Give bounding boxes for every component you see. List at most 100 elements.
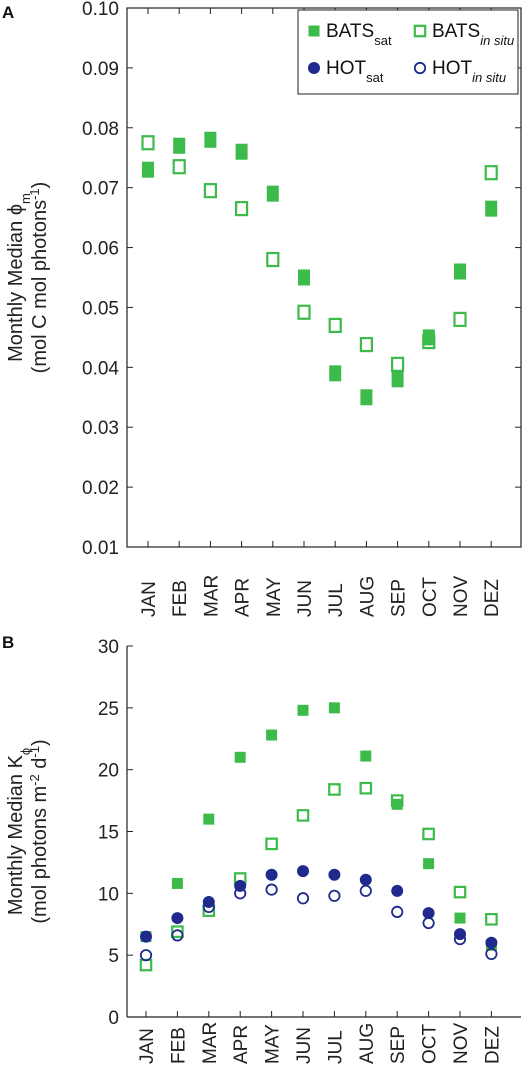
data-point-bats-sat — [234, 751, 246, 763]
data-point-hot-insitu — [139, 949, 153, 962]
data-point-bats-insitu — [296, 809, 310, 822]
y-tick-label: 0.03 — [82, 418, 119, 439]
x-tick-label: JUL — [326, 583, 347, 617]
data-point-bats-insitu — [141, 135, 155, 151]
x-tick-label: NOV — [451, 576, 472, 618]
legend-marker-hot — [413, 61, 427, 75]
y-tick-label: 0.04 — [82, 358, 119, 379]
panel-b-y-axis-title: Monthly Median Kϕ(mol photons m-2 d-1) — [5, 739, 51, 923]
y-tick-label: 0.07 — [82, 179, 119, 200]
data-point-hot-insitu — [265, 883, 278, 896]
data-point-bats-sat — [360, 389, 373, 406]
panel-a-chart: A Monthly Median ϕm(mol C mol photons-1)… — [2, 0, 522, 617]
data-point-bats-sat — [360, 750, 372, 762]
panel-a-letter: A — [2, 3, 14, 22]
data-point-hot-sat — [297, 865, 309, 878]
data-point-hot-sat — [328, 868, 341, 881]
data-point-hot-insitu — [422, 916, 435, 930]
y-tick-label: 15 — [98, 823, 119, 844]
data-point-bats-sat — [329, 365, 342, 382]
data-point-bats-sat — [142, 161, 154, 178]
data-point-bats-sat — [454, 912, 466, 924]
y-axis-title-superscript: -1 — [27, 188, 42, 200]
y-tick-label: 0 — [108, 1008, 119, 1029]
panel-b-x-ticks: JAN FEB MAR APR MAY JUN JUL AUG SEP OCT NOV DEZ — [137, 1011, 503, 1064]
x-tick-label: JUN — [294, 1027, 315, 1064]
data-point-bats-insitu — [266, 251, 280, 268]
data-point-hot-sat — [485, 936, 498, 949]
data-point-bats-sat — [298, 269, 310, 286]
y-tick-label: 20 — [98, 761, 119, 782]
data-point-bats-insitu — [484, 165, 498, 181]
y-tick-label: 0.02 — [82, 478, 119, 499]
y-axis-title-line2: (mol C mol photons-1) — [27, 182, 52, 374]
legend-box — [297, 9, 519, 95]
data-point-bats-insitu — [235, 201, 249, 217]
x-tick-label: FEB — [170, 580, 191, 617]
legend-label-subscript: sat — [366, 70, 384, 85]
panel-b-chart: B Monthly Median Kϕ(mol photons m-2 d-1)… — [2, 633, 521, 1064]
data-point-bats-sat — [328, 702, 340, 714]
data-point-bats-insitu — [172, 159, 186, 175]
x-tick-label: JAN — [139, 581, 160, 617]
y-tick-label: 0.10 — [82, 0, 119, 20]
x-tick-label: SEP — [389, 579, 410, 617]
data-point-bats-sat — [454, 263, 466, 280]
data-point-bats-insitu — [422, 333, 436, 350]
y-tick-label: 10 — [98, 884, 119, 905]
x-tick-label: MAY — [264, 577, 285, 617]
x-tick-label: DEZ — [482, 579, 503, 617]
x-tick-label: APR — [233, 578, 254, 617]
data-point-hot-sat — [391, 884, 404, 897]
data-point-bats-sat — [297, 704, 309, 716]
x-tick-label: SEP — [388, 1026, 409, 1064]
data-point-bats-sat — [422, 329, 435, 346]
legend-marker-bats — [413, 24, 427, 38]
data-point-hot-insitu — [485, 947, 498, 961]
legend-marker-hot — [308, 62, 320, 74]
y-axis-title-superscript: -2 — [27, 774, 42, 786]
y-tick-label: 0.09 — [82, 59, 119, 80]
data-point-hot-insitu — [391, 905, 404, 918]
data-point-bats-insitu — [422, 827, 435, 841]
x-tick-label: APR — [231, 1025, 252, 1064]
data-point-bats-sat — [171, 877, 183, 889]
data-point-bats-sat — [266, 729, 278, 741]
data-point-bats-insitu — [390, 794, 404, 807]
data-point-bats-insitu — [453, 885, 467, 899]
x-tick-label: MAR — [201, 575, 222, 617]
panel-b-y-ticks: 30 25 20 15 10 5 0 — [98, 637, 133, 1029]
y-tick-label: 0.05 — [82, 298, 119, 319]
data-point-bats-insitu — [171, 925, 184, 938]
data-point-bats-insitu — [328, 317, 342, 334]
y-axis-title-subscript: m — [18, 193, 33, 204]
panel-b-axes — [126, 646, 521, 1018]
data-point-bats-insitu — [139, 958, 153, 972]
panel-b-data-points — [139, 702, 498, 972]
y-tick-label: 0.08 — [82, 119, 119, 140]
panel-a-y-axis-title: Monthly Median ϕm(mol C mol photons-1) — [5, 182, 51, 374]
data-point-bats-sat — [423, 858, 435, 870]
data-point-hot-insitu — [171, 929, 184, 942]
data-point-bats-insitu — [485, 913, 498, 926]
panel-a-x-ticks: JAN FEB MAR APR MAY JUN JUL AUG SEP OCT NOV DEZ — [139, 8, 503, 617]
data-point-bats-sat — [266, 185, 279, 202]
panel-a-y-ticks: 0.10 0.09 0.08 0.07 0.06 0.05 0.04 0.03 0.02 0.01 — [82, 0, 521, 559]
x-tick-label: MAR — [200, 1022, 221, 1064]
x-tick-label: OCT — [420, 1024, 441, 1065]
data-point-bats-sat — [391, 371, 404, 388]
y-tick-label: 5 — [108, 946, 119, 967]
x-tick-label: FEB — [168, 1027, 189, 1064]
data-point-hot-sat — [265, 868, 278, 881]
y-axis-title-close: ) — [29, 739, 51, 746]
data-point-bats-sat — [391, 798, 403, 810]
data-point-hot-sat — [359, 873, 372, 886]
legend-marker-bats — [308, 25, 320, 37]
data-point-bats-sat — [173, 137, 186, 154]
y-tick-label: 0.06 — [82, 239, 119, 260]
data-point-hot-insitu — [296, 892, 310, 905]
panel-a-data-points — [141, 131, 498, 406]
data-point-bats-insitu — [391, 356, 405, 372]
